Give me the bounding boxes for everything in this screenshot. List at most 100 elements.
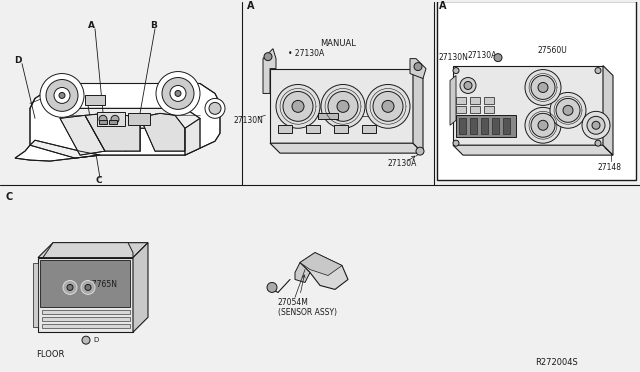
Circle shape — [337, 100, 349, 112]
Bar — [470, 106, 480, 113]
Circle shape — [582, 111, 610, 139]
Bar — [318, 113, 338, 119]
Polygon shape — [453, 65, 603, 145]
Text: 27054M: 27054M — [278, 298, 309, 307]
Bar — [40, 260, 130, 307]
Text: A: A — [247, 1, 255, 11]
Circle shape — [283, 92, 313, 121]
Bar — [362, 125, 376, 133]
Circle shape — [328, 92, 358, 121]
Text: D: D — [14, 56, 22, 65]
Polygon shape — [410, 59, 426, 78]
Circle shape — [525, 108, 561, 143]
Bar — [42, 324, 130, 328]
Circle shape — [416, 147, 424, 155]
Polygon shape — [60, 115, 105, 155]
Circle shape — [321, 84, 365, 128]
Circle shape — [54, 87, 70, 103]
Bar — [456, 97, 466, 105]
Circle shape — [595, 140, 601, 146]
Polygon shape — [453, 145, 613, 155]
Polygon shape — [270, 68, 413, 143]
Bar — [456, 106, 466, 113]
Circle shape — [99, 115, 107, 123]
Text: FLOOR: FLOOR — [36, 350, 65, 359]
Circle shape — [550, 93, 586, 128]
Bar — [99, 120, 107, 124]
Circle shape — [111, 115, 119, 123]
Bar — [85, 96, 105, 105]
Text: 27130N: 27130N — [233, 116, 263, 125]
Polygon shape — [43, 243, 133, 257]
Bar — [456, 115, 516, 137]
Polygon shape — [38, 243, 148, 257]
Bar — [470, 118, 477, 134]
Text: 27130A: 27130A — [468, 51, 497, 60]
Circle shape — [63, 280, 77, 294]
Circle shape — [81, 280, 95, 294]
Circle shape — [276, 84, 320, 128]
Text: 27130A: 27130A — [388, 158, 417, 167]
Circle shape — [366, 84, 410, 128]
Polygon shape — [38, 257, 133, 332]
Circle shape — [175, 90, 181, 96]
Polygon shape — [133, 243, 148, 332]
Circle shape — [460, 77, 476, 93]
Text: A: A — [439, 1, 447, 11]
Bar — [306, 125, 320, 133]
Text: 27130N: 27130N — [439, 53, 468, 62]
Text: (SENSOR ASSY): (SENSOR ASSY) — [278, 308, 337, 317]
Circle shape — [162, 77, 194, 109]
Text: A: A — [88, 21, 95, 30]
Polygon shape — [60, 108, 200, 128]
Text: C: C — [5, 192, 12, 202]
Text: 27765N: 27765N — [88, 280, 118, 289]
Circle shape — [464, 81, 472, 89]
Bar — [109, 120, 117, 124]
Text: 27560U: 27560U — [538, 46, 568, 55]
Bar — [42, 310, 130, 314]
Bar — [459, 118, 466, 134]
Bar — [484, 106, 494, 113]
Circle shape — [205, 99, 225, 118]
Bar — [128, 113, 150, 125]
Bar — [42, 317, 130, 321]
Circle shape — [82, 336, 90, 344]
Polygon shape — [33, 263, 38, 327]
Circle shape — [494, 54, 502, 62]
Circle shape — [40, 74, 84, 117]
Text: B: B — [150, 21, 157, 30]
Circle shape — [264, 53, 272, 61]
Circle shape — [538, 83, 548, 93]
Polygon shape — [603, 65, 613, 155]
Polygon shape — [300, 253, 342, 276]
Circle shape — [209, 102, 221, 114]
Circle shape — [453, 68, 459, 74]
Text: D: D — [93, 337, 99, 343]
Bar — [437, 1, 636, 180]
Text: R272004S: R272004S — [535, 357, 578, 366]
Polygon shape — [15, 83, 220, 161]
Circle shape — [563, 105, 573, 115]
Circle shape — [373, 92, 403, 121]
Polygon shape — [295, 263, 310, 282]
Polygon shape — [270, 143, 423, 153]
Polygon shape — [85, 113, 140, 151]
Circle shape — [46, 80, 78, 111]
Text: 27148: 27148 — [598, 163, 622, 171]
Circle shape — [453, 140, 459, 146]
Bar — [481, 118, 488, 134]
Text: • 27130A: • 27130A — [288, 49, 324, 58]
Circle shape — [85, 285, 91, 291]
Circle shape — [267, 282, 277, 292]
Circle shape — [556, 99, 580, 122]
Circle shape — [156, 71, 200, 115]
Circle shape — [382, 100, 394, 112]
Circle shape — [587, 116, 605, 134]
Text: C: C — [96, 176, 102, 186]
Circle shape — [531, 76, 555, 99]
Circle shape — [538, 120, 548, 130]
Polygon shape — [263, 49, 276, 93]
Circle shape — [67, 285, 73, 291]
Polygon shape — [413, 68, 423, 153]
